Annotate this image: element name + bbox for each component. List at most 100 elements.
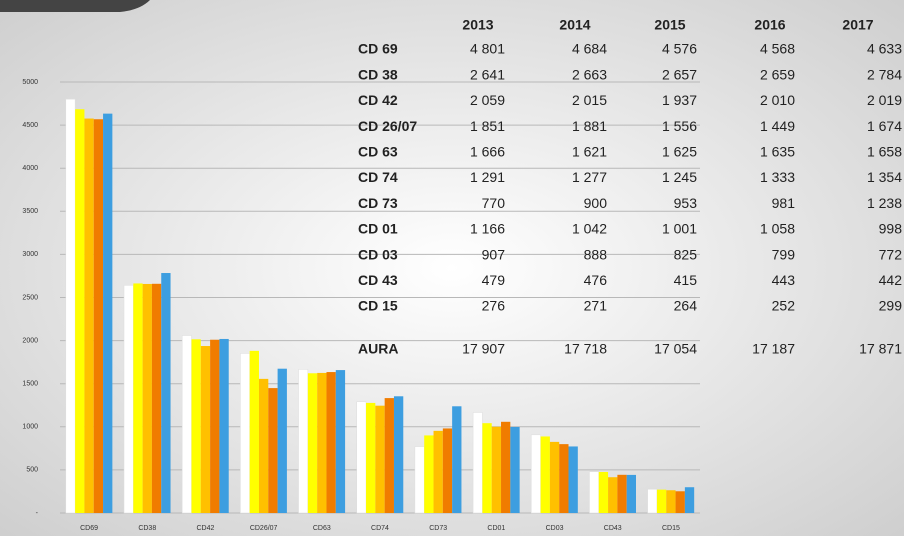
bar — [531, 434, 541, 514]
y-tick-label: 3000 — [22, 251, 38, 258]
bar — [240, 353, 250, 514]
bar — [414, 446, 425, 514]
bar — [366, 402, 376, 513]
bar — [249, 350, 259, 513]
table-cell: 4 633 — [867, 41, 902, 57]
decoration — [0, 0, 150, 12]
table-cell: 2 657 — [662, 66, 697, 82]
bar — [472, 412, 483, 514]
bar — [219, 338, 229, 513]
bar — [540, 436, 550, 513]
table-cell: 998 — [879, 221, 903, 237]
bar — [151, 283, 162, 513]
bar — [482, 423, 492, 513]
table-cell: 2 663 — [572, 66, 607, 82]
row-label: CD 15 — [358, 298, 398, 314]
x-tick-label: CD69 — [80, 525, 98, 532]
bar — [356, 401, 367, 514]
table-cell: 443 — [772, 272, 796, 288]
bar — [65, 98, 76, 514]
row-label: CD 38 — [358, 66, 398, 82]
table-cell: 1 621 — [572, 144, 607, 160]
bar — [393, 396, 404, 513]
table-cell: 888 — [584, 246, 608, 262]
bar — [191, 339, 201, 513]
table-cell: 2 784 — [867, 66, 902, 82]
table-cell: 981 — [772, 195, 796, 211]
table-cell: 1 881 — [572, 118, 607, 134]
bar — [161, 273, 171, 513]
table-cell: 799 — [772, 246, 796, 262]
table-cell: 2 059 — [470, 92, 505, 108]
y-tick-label: 500 — [26, 467, 38, 474]
bar — [307, 373, 318, 513]
bar — [384, 398, 394, 513]
table-cell: 1 333 — [760, 169, 795, 185]
x-tick-label: CD63 — [313, 525, 331, 532]
y-tick-label: 2500 — [22, 294, 38, 301]
table-cell: 2 019 — [867, 92, 902, 108]
table-cell: 2 015 — [572, 92, 607, 108]
total-label: AURA — [358, 341, 398, 357]
bar — [656, 489, 667, 513]
table-cell: 1 625 — [662, 144, 697, 160]
bar — [491, 426, 502, 513]
table-cell: 271 — [584, 298, 608, 314]
row-label: CD 26/07 — [358, 118, 417, 134]
row-label: CD 74 — [358, 169, 398, 185]
table-cell: 1 556 — [662, 118, 697, 134]
bar — [277, 368, 287, 513]
y-tick-label: 1500 — [22, 381, 38, 388]
bar — [568, 446, 578, 513]
bar — [501, 421, 511, 513]
bar — [442, 428, 453, 513]
bar — [200, 346, 211, 513]
bar — [452, 406, 462, 513]
y-tick-label: 3500 — [22, 208, 38, 215]
table-cell: 479 — [482, 272, 506, 288]
table-cell: 1 851 — [470, 118, 505, 134]
bar — [549, 441, 560, 513]
table-cell: 442 — [879, 272, 903, 288]
table-cell: 4 568 — [760, 41, 795, 57]
table-header: 2014 — [559, 17, 590, 33]
row-label: CD 73 — [358, 195, 398, 211]
x-tick-label: CD73 — [429, 525, 447, 532]
table-cell: 900 — [584, 195, 608, 211]
bar — [589, 471, 600, 514]
table-cell: 953 — [674, 195, 698, 211]
bar — [142, 283, 152, 513]
y-tick-label: 1000 — [22, 424, 38, 431]
table-cell: 825 — [674, 246, 698, 262]
table-cell: 907 — [482, 246, 506, 262]
row-label: CD 01 — [358, 221, 398, 237]
table-cell: 4 576 — [662, 41, 697, 57]
total-cell: 17 187 — [752, 341, 795, 357]
table-cell: 2 659 — [760, 66, 795, 82]
total-cell: 17 871 — [859, 341, 902, 357]
x-tick-label: CD01 — [487, 525, 505, 532]
bar — [268, 388, 278, 513]
x-tick-label: CD42 — [197, 525, 215, 532]
y-tick-label: - — [36, 510, 39, 517]
y-tick-label: 5000 — [22, 79, 38, 86]
table-cell: 1 449 — [760, 118, 795, 134]
bar — [84, 118, 94, 513]
total-cell: 17 907 — [462, 341, 505, 357]
bar — [75, 109, 85, 513]
table-cell: 1 658 — [867, 144, 902, 160]
row-label: CD 63 — [358, 144, 398, 160]
table-cell: 1 291 — [470, 169, 505, 185]
table-cell: 1 245 — [662, 169, 697, 185]
table-cell: 1 354 — [867, 169, 902, 185]
x-tick-label: CD03 — [546, 525, 564, 532]
table-cell: 1 042 — [572, 221, 607, 237]
bar — [684, 487, 695, 513]
bar — [258, 378, 269, 513]
bar — [133, 283, 143, 513]
table-header: 2016 — [754, 17, 785, 33]
table-cell: 1 001 — [662, 221, 697, 237]
table-cell: 1 666 — [470, 144, 505, 160]
x-tick-label: CD74 — [371, 525, 389, 532]
